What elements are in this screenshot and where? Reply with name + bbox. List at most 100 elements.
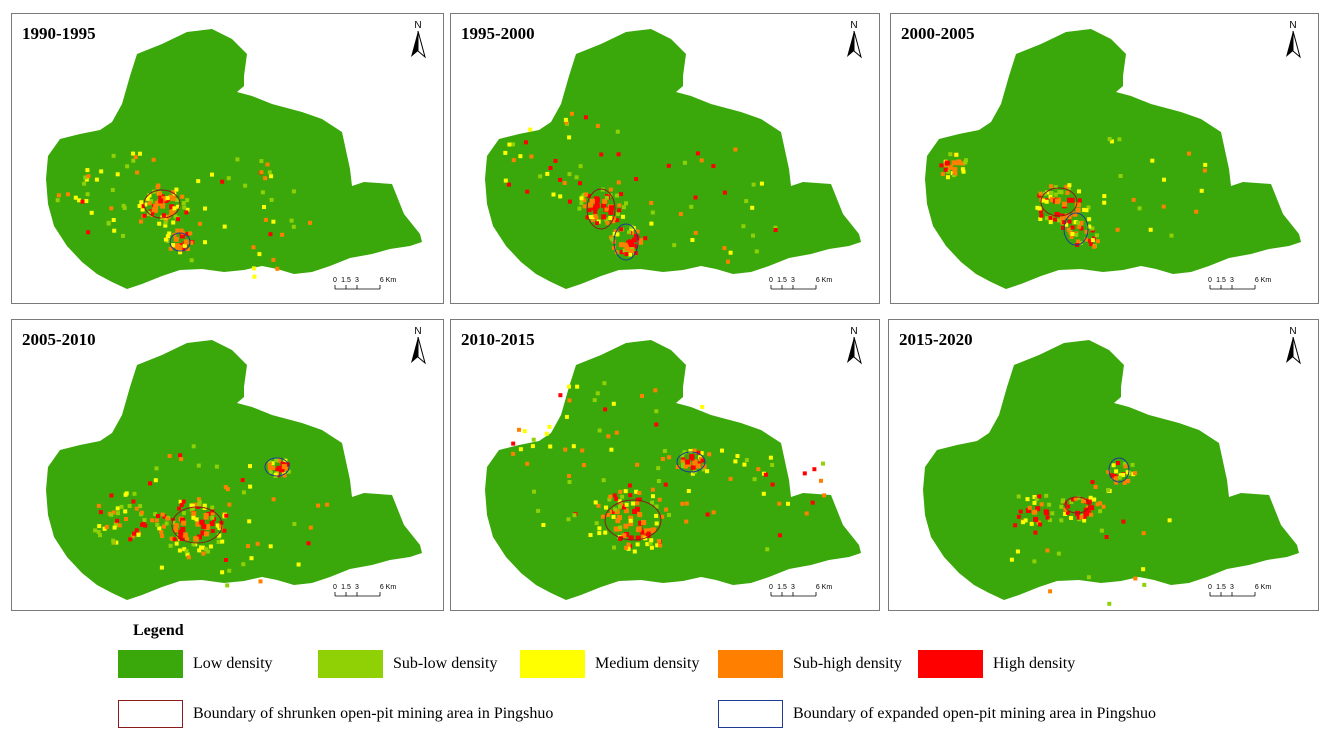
- density-cell: [1036, 520, 1041, 525]
- density-cell: [280, 232, 285, 237]
- density-cell: [608, 187, 613, 192]
- density-cell: [1039, 209, 1043, 214]
- density-cell: [1045, 548, 1050, 553]
- density-cell: [683, 464, 688, 469]
- density-cell: [1076, 239, 1081, 244]
- density-cell: [585, 215, 590, 220]
- density-cell: [1069, 197, 1075, 203]
- mining-area-boundary: [264, 457, 290, 477]
- density-cell: [606, 513, 611, 517]
- density-cell: [628, 535, 634, 541]
- density-cell: [1095, 502, 1100, 507]
- mining-area-boundary: [1040, 187, 1078, 217]
- density-cell: [153, 203, 159, 209]
- density-cell: [197, 500, 202, 505]
- scale-label: 6 Km: [380, 277, 397, 284]
- density-cell: [619, 192, 624, 197]
- density-cell: [768, 455, 773, 460]
- density-cell: [121, 203, 126, 208]
- density-cell: [693, 230, 698, 235]
- density-cell: [203, 240, 207, 245]
- density-cell: [158, 191, 163, 196]
- density-cell: [1104, 535, 1109, 539]
- density-cell: [696, 450, 701, 455]
- density-cell: [654, 409, 659, 414]
- density-cell: [733, 147, 738, 152]
- density-cell: [1102, 194, 1107, 199]
- density-cell: [171, 243, 176, 248]
- density-cell: [308, 525, 313, 530]
- scale-label: 6 Km: [1255, 584, 1272, 591]
- density-cell: [1089, 505, 1095, 511]
- density-cell: [770, 482, 775, 487]
- density-cell: [160, 534, 165, 538]
- density-cell: [115, 518, 120, 523]
- density-cell: [562, 181, 567, 185]
- legend-swatch: [718, 700, 783, 728]
- density-cell: [810, 500, 815, 505]
- density-cell: [722, 246, 727, 251]
- mining-area-boundary: [143, 189, 181, 219]
- density-cell: [196, 179, 201, 184]
- north-arrow-icon: N: [843, 20, 865, 60]
- density-cell: [628, 521, 634, 527]
- density-cell: [1060, 499, 1065, 504]
- density-cell: [616, 180, 621, 185]
- density-cell: [286, 469, 291, 474]
- density-cell: [666, 163, 671, 168]
- density-cell: [594, 203, 600, 209]
- density-cell: [1025, 508, 1031, 513]
- density-cell: [1038, 191, 1043, 196]
- density-cell: [593, 500, 598, 505]
- density-cell: [617, 203, 622, 208]
- density-cell: [1066, 504, 1071, 509]
- density-cell: [649, 545, 654, 550]
- density-cell: [1021, 520, 1026, 525]
- density-cell: [618, 525, 623, 530]
- density-cell: [112, 228, 117, 233]
- density-cell: [547, 424, 552, 429]
- density-cell: [804, 511, 809, 516]
- density-cell: [658, 543, 663, 548]
- density-cell: [241, 490, 246, 495]
- density-cell: [205, 549, 210, 554]
- density-cell: [143, 202, 148, 207]
- density-cell: [1081, 498, 1087, 504]
- scale-label: 3: [1230, 277, 1234, 284]
- map-panel-2: 1995-2000 N 0 1.5 3 6 Km: [450, 13, 880, 304]
- density-cell: [634, 177, 639, 181]
- density-cell: [615, 218, 620, 223]
- density-cell: [281, 464, 287, 469]
- density-cell: [175, 228, 180, 233]
- density-cell: [595, 391, 600, 396]
- density-map: [925, 29, 1301, 289]
- density-cell: [548, 444, 553, 449]
- density-cell: [628, 518, 633, 523]
- density-cell: [150, 211, 155, 216]
- density-cell: [587, 193, 591, 198]
- density-cell: [142, 213, 147, 218]
- density-cell: [765, 547, 770, 552]
- density-cell: [511, 142, 515, 147]
- north-label: N: [850, 20, 858, 31]
- density-cell: [635, 542, 640, 547]
- density-cell: [770, 463, 775, 467]
- density-cell: [1032, 495, 1037, 499]
- density-cell: [178, 529, 184, 535]
- density-cell: [271, 465, 276, 470]
- density-cell: [210, 505, 215, 510]
- density-cell: [251, 266, 256, 271]
- density-cell: [178, 453, 183, 458]
- density-cell: [157, 526, 162, 531]
- density-cell: [204, 531, 209, 537]
- density-cell: [1125, 479, 1129, 484]
- map-panel-6: 2015-2020 N 0 1.5 3 6 Km: [888, 319, 1319, 611]
- density-cell: [1086, 499, 1092, 505]
- density-cell: [1063, 507, 1068, 512]
- density-cell: [128, 537, 133, 542]
- density-cell: [1169, 233, 1174, 238]
- density-cell: [161, 196, 167, 202]
- density-cell: [667, 455, 672, 460]
- density-cell: [819, 478, 823, 483]
- density-cell: [268, 544, 273, 549]
